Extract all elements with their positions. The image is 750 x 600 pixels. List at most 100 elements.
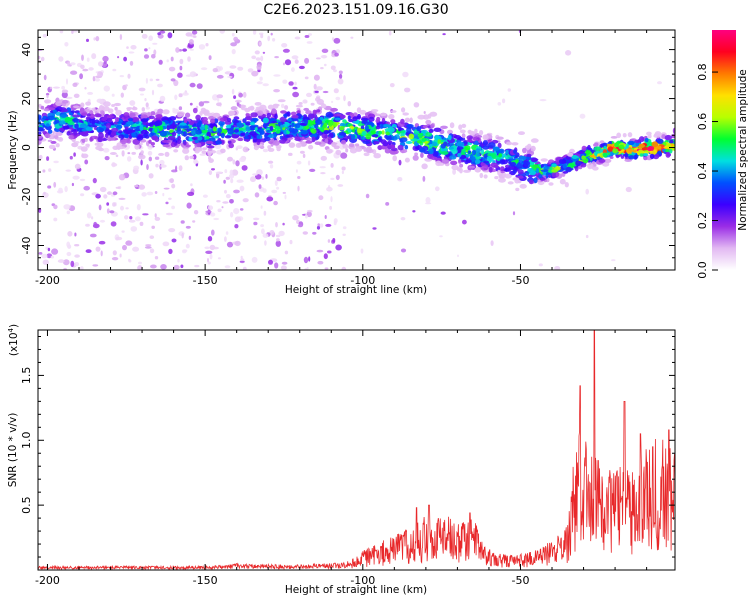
heatmap-noise-cell	[314, 90, 319, 93]
heatmap-noise-cell	[253, 235, 257, 240]
heatmap-ridge-cell	[400, 118, 405, 125]
heatmap-ridge-cell	[440, 147, 449, 153]
heatmap-ridge-cell	[609, 156, 614, 159]
heatmap-ridge-cell	[391, 144, 396, 149]
heatmap-ridge-cell	[144, 135, 150, 139]
heatmap-ridge-cell	[435, 160, 442, 167]
heatmap-ridge-cell	[451, 148, 458, 155]
heatmap-ridge-cell	[672, 145, 675, 151]
heatmap-ridge-cell	[647, 134, 652, 139]
heatmap-ridge-cell	[220, 132, 225, 139]
heatmap-ridge-cell	[425, 132, 433, 137]
heatmap-noise-cell	[331, 100, 334, 104]
heatmap-ridge-cell	[643, 153, 649, 157]
heatmap-ridge-cell	[94, 113, 102, 118]
heatmap-ridge-cell	[72, 114, 80, 118]
heatmap-ridge-cell	[189, 155, 195, 159]
heatmap-noise-cell	[284, 59, 292, 66]
heatmap-noise-cell	[71, 30, 74, 34]
heatmap-ridge-cell	[38, 103, 42, 108]
heatmap-noise-cell	[294, 36, 301, 40]
heatmap-ridge-cell	[185, 144, 192, 148]
heatmap-noise-cell	[193, 210, 199, 215]
heatmap-ridge-cell	[397, 144, 404, 151]
heatmap-ridge-cell	[253, 145, 259, 151]
heatmap-ridge-cell	[349, 147, 358, 154]
heatmap-noise-cell	[103, 194, 108, 199]
heatmap-ridge-cell	[285, 134, 294, 138]
heatmap-ridge-cell	[483, 160, 490, 164]
heatmap-ridge-cell	[504, 173, 512, 179]
heatmap-ridge-cell	[488, 166, 493, 173]
heatmap-noise-cell	[502, 98, 506, 104]
heatmap-ridge-cell	[529, 170, 537, 176]
heatmap-noise-cell	[84, 86, 87, 90]
heatmap-noise-cell	[143, 54, 150, 59]
heatmap-noise-cell	[185, 32, 193, 37]
heatmap-ridge-cell	[486, 156, 493, 160]
heatmap-ridge-cell	[514, 178, 520, 184]
heatmap-noise-cell	[145, 77, 148, 84]
heatmap-ridge-cell	[155, 114, 163, 119]
heatmap-noise-cell	[120, 205, 124, 211]
colorbar-ticks: 0.0 0.2 0.4 0.6 0.8	[696, 63, 718, 279]
heatmap-noise-cell	[74, 232, 77, 237]
heatmap-ridge-cell	[291, 114, 299, 119]
heatmap-ridge-cell	[428, 144, 433, 148]
heatmap-ridge-cell	[323, 130, 330, 135]
heatmap-noise-cell	[132, 246, 140, 252]
heatmap-noise-cell	[345, 148, 349, 153]
heatmap-noise-cell	[212, 68, 218, 73]
heatmap-ridge-cell	[71, 142, 78, 147]
heatmap-ridge-cell	[505, 149, 509, 155]
heatmap-noise-cell	[241, 165, 248, 171]
heatmap-noise-cell	[254, 50, 260, 55]
heatmap-noise-cell	[312, 231, 317, 235]
heatmap-x-tick-label: -50	[511, 274, 529, 287]
heatmap-noise-cell	[45, 93, 50, 96]
heatmap-ridge-cell	[40, 105, 45, 110]
heatmap-noise-cell	[215, 171, 223, 174]
heatmap-noise-cell	[397, 177, 403, 182]
heatmap-ridge-cells	[38, 89, 675, 192]
heatmap-ridge-cell	[204, 124, 208, 130]
heatmap-ridge-cell	[458, 159, 462, 164]
heatmap-ridge-cell	[370, 130, 376, 135]
heatmap-ridge-cell	[263, 136, 271, 142]
heatmap-noise-cell	[275, 240, 281, 247]
heatmap-ridge-cell	[428, 148, 434, 155]
heatmap-noise-cell	[165, 212, 173, 216]
heatmap-ridge-cell	[311, 136, 316, 143]
heatmap-noise-cell	[239, 208, 244, 211]
heatmap-noise-cell	[173, 264, 180, 270]
heatmap-noise-cell	[154, 156, 160, 160]
heatmap-noise-cell	[281, 261, 288, 265]
heatmap-noise-cell	[242, 91, 247, 98]
heatmap-ridge-cell	[633, 154, 638, 160]
heatmap-ridge-cell	[474, 128, 478, 134]
heatmap-ridge-cell	[431, 156, 438, 161]
heatmap-ridge-cell	[126, 139, 131, 144]
heatmap-ridge-cell	[71, 110, 75, 113]
heatmap-noise-cell	[452, 168, 456, 175]
heatmap-ridge-cell	[420, 152, 424, 158]
heatmap-noise-cell	[337, 78, 344, 85]
heatmap-ridge-cell	[104, 133, 109, 139]
heatmap-noise-cell	[112, 68, 117, 72]
heatmap-noise-cell	[404, 87, 411, 93]
heatmap-noise-cell	[319, 223, 324, 228]
heatmap-noise-cell	[238, 104, 242, 108]
heatmap-noise-cell	[325, 223, 332, 227]
heatmap-noise-cell	[360, 248, 364, 254]
heatmap-noise-cell	[209, 253, 213, 260]
heatmap-noise-cell	[337, 184, 344, 187]
heatmap-noise-cell	[145, 106, 150, 110]
heatmap-ridge-cell	[339, 122, 346, 127]
heatmap-noise-cell	[140, 159, 143, 166]
heatmap-ridge-cell	[250, 112, 258, 118]
heatmap-ridge-cell	[651, 141, 659, 148]
heatmap-ridge-cell	[513, 149, 517, 154]
heatmap-noise-cell	[389, 83, 395, 88]
heatmap-noise-cell	[95, 193, 101, 199]
heatmap-noise-cell	[155, 78, 160, 81]
